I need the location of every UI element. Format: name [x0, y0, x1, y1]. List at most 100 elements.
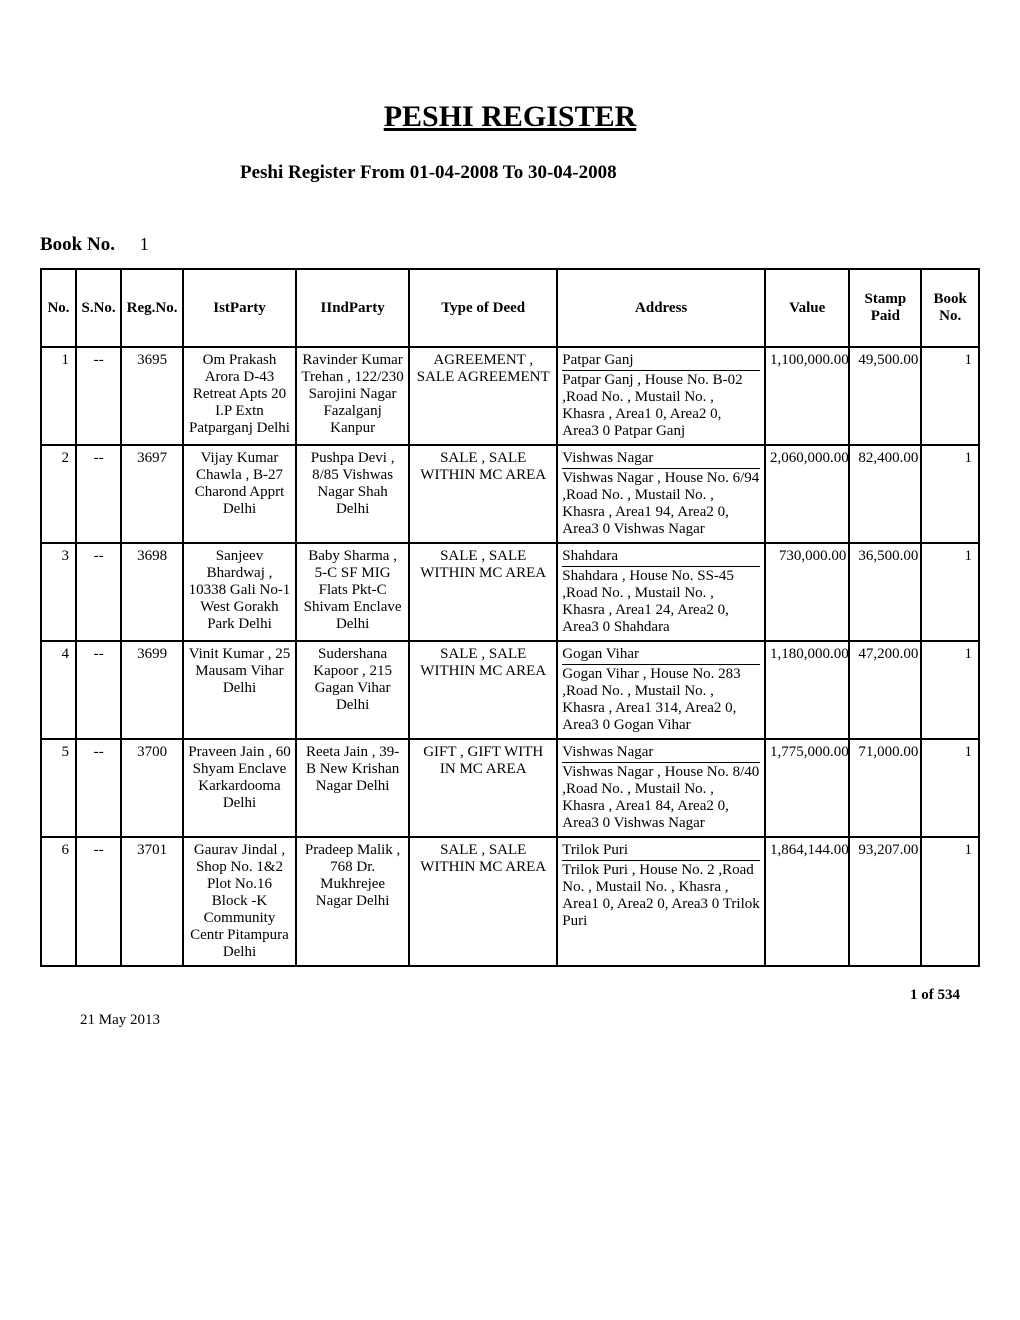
col-sno: S.No. — [76, 269, 121, 347]
cell-address: ShahdaraShahdara , House No. SS-45 ,Road… — [557, 543, 765, 641]
address-heading: Gogan Vihar — [562, 646, 760, 665]
cell-deed: SALE , SALE WITHIN MC AREA — [409, 641, 557, 739]
cell-party2: Pradeep Malik , 768 Dr. Mukhrejee Nagar … — [296, 837, 409, 966]
book-number-label: Book No. — [40, 234, 115, 256]
address-body: Vishwas Nagar , House No. 8/40 ,Road No.… — [562, 764, 759, 831]
cell-sno: -- — [76, 445, 121, 543]
print-date: 21 May 2013 — [80, 1012, 980, 1029]
cell-party1: Vijay Kumar Chawla , B-27 Charond Apprt … — [183, 445, 296, 543]
register-table: No. S.No. Reg.No. IstParty IIndParty Typ… — [40, 268, 980, 967]
address-heading: Patpar Ganj — [562, 352, 760, 371]
address-body: Patpar Ganj , House No. B-02 ,Road No. ,… — [562, 372, 742, 439]
col-regno: Reg.No. — [121, 269, 183, 347]
address-heading: Vishwas Nagar — [562, 744, 760, 763]
cell-address: Vishwas NagarVishwas Nagar , House No. 6… — [557, 445, 765, 543]
cell-stamp: 36,500.00 — [849, 543, 921, 641]
col-value: Value — [765, 269, 849, 347]
col-addr: Address — [557, 269, 765, 347]
cell-sno: -- — [76, 837, 121, 966]
cell-deed: SALE , SALE WITHIN MC AREA — [409, 445, 557, 543]
document-page: PESHI REGISTER Peshi Register From 01-04… — [0, 0, 1020, 1069]
page-counter: 1 of 534 — [40, 987, 980, 1004]
cell-party1: Vinit Kumar , 25 Mausam Vihar Delhi — [183, 641, 296, 739]
cell-deed: GIFT , GIFT WITH IN MC AREA — [409, 739, 557, 837]
col-no: No. — [41, 269, 76, 347]
col-p1: IstParty — [183, 269, 296, 347]
cell-address: Gogan ViharGogan Vihar , House No. 283 ,… — [557, 641, 765, 739]
cell-regno: 3700 — [121, 739, 183, 837]
cell-bookno: 1 — [921, 641, 979, 739]
address-heading: Shahdara — [562, 548, 760, 567]
cell-party2: Sudershana Kapoor , 215 Gagan Vihar Delh… — [296, 641, 409, 739]
cell-value: 1,864,144.00 — [765, 837, 849, 966]
page-title: PESHI REGISTER — [40, 100, 980, 134]
table-row: 1--3695Om Prakash Arora D-43 Retreat Apt… — [41, 347, 979, 445]
cell-stamp: 71,000.00 — [849, 739, 921, 837]
cell-regno: 3701 — [121, 837, 183, 966]
table-header-row: No. S.No. Reg.No. IstParty IIndParty Typ… — [41, 269, 979, 347]
cell-party1: Om Prakash Arora D-43 Retreat Apts 20 I.… — [183, 347, 296, 445]
cell-sno: -- — [76, 641, 121, 739]
book-number-value: 1 — [140, 234, 149, 255]
cell-party2: Baby Sharma , 5-C SF MIG Flats Pkt-C Shi… — [296, 543, 409, 641]
cell-deed: SALE , SALE WITHIN MC AREA — [409, 543, 557, 641]
cell-regno: 3697 — [121, 445, 183, 543]
cell-stamp: 47,200.00 — [849, 641, 921, 739]
table-row: 5--3700Praveen Jain , 60 Shyam Enclave K… — [41, 739, 979, 837]
cell-value: 1,775,000.00 — [765, 739, 849, 837]
cell-bookno: 1 — [921, 347, 979, 445]
cell-party2: Reeta Jain , 39-B New Krishan Nagar Delh… — [296, 739, 409, 837]
address-body: Trilok Puri , House No. 2 ,Road No. , Mu… — [562, 862, 759, 929]
cell-bookno: 1 — [921, 543, 979, 641]
cell-deed: SALE , SALE WITHIN MC AREA — [409, 837, 557, 966]
table-row: 2--3697Vijay Kumar Chawla , B-27 Charond… — [41, 445, 979, 543]
cell-address: Trilok PuriTrilok Puri , House No. 2 ,Ro… — [557, 837, 765, 966]
book-number-row: Book No. 1 — [40, 234, 980, 256]
cell-no: 4 — [41, 641, 76, 739]
cell-sno: -- — [76, 543, 121, 641]
cell-value: 1,100,000.00 — [765, 347, 849, 445]
col-deed: Type of Deed — [409, 269, 557, 347]
address-body: Shahdara , House No. SS-45 ,Road No. , M… — [562, 568, 734, 635]
cell-stamp: 93,207.00 — [849, 837, 921, 966]
cell-value: 1,180,000.00 — [765, 641, 849, 739]
page-footer: 1 of 534 21 May 2013 — [40, 987, 980, 1029]
cell-value: 730,000.00 — [765, 543, 849, 641]
address-body: Gogan Vihar , House No. 283 ,Road No. , … — [562, 666, 740, 733]
table-body: 1--3695Om Prakash Arora D-43 Retreat Apt… — [41, 347, 979, 966]
cell-sno: -- — [76, 347, 121, 445]
address-heading: Trilok Puri — [562, 842, 760, 861]
cell-no: 2 — [41, 445, 76, 543]
address-heading: Vishwas Nagar — [562, 450, 760, 469]
cell-sno: -- — [76, 739, 121, 837]
cell-party1: Gaurav Jindal , Shop No. 1&2 Plot No.16 … — [183, 837, 296, 966]
cell-value: 2,060,000.00 — [765, 445, 849, 543]
cell-party2: Ravinder Kumar Trehan , 122/230 Sarojini… — [296, 347, 409, 445]
table-row: 6--3701Gaurav Jindal , Shop No. 1&2 Plot… — [41, 837, 979, 966]
col-bookno: Book No. — [921, 269, 979, 347]
page-subtitle: Peshi Register From 01-04-2008 To 30-04-… — [240, 162, 980, 184]
cell-stamp: 82,400.00 — [849, 445, 921, 543]
address-body: Vishwas Nagar , House No. 6/94 ,Road No.… — [562, 470, 759, 537]
col-stamp: Stamp Paid — [849, 269, 921, 347]
cell-stamp: 49,500.00 — [849, 347, 921, 445]
cell-no: 3 — [41, 543, 76, 641]
cell-party1: Praveen Jain , 60 Shyam Enclave Karkardo… — [183, 739, 296, 837]
cell-address: Vishwas NagarVishwas Nagar , House No. 8… — [557, 739, 765, 837]
cell-deed: AGREEMENT , SALE AGREEMENT — [409, 347, 557, 445]
cell-bookno: 1 — [921, 837, 979, 966]
cell-no: 6 — [41, 837, 76, 966]
cell-regno: 3698 — [121, 543, 183, 641]
cell-party2: Pushpa Devi , 8/85 Vishwas Nagar Shah De… — [296, 445, 409, 543]
col-p2: IIndParty — [296, 269, 409, 347]
cell-regno: 3695 — [121, 347, 183, 445]
table-row: 4--3699Vinit Kumar , 25 Mausam Vihar Del… — [41, 641, 979, 739]
cell-no: 1 — [41, 347, 76, 445]
cell-bookno: 1 — [921, 739, 979, 837]
table-row: 3--3698Sanjeev Bhardwaj , 10338 Gali No-… — [41, 543, 979, 641]
cell-bookno: 1 — [921, 445, 979, 543]
cell-party1: Sanjeev Bhardwaj , 10338 Gali No-1 West … — [183, 543, 296, 641]
cell-no: 5 — [41, 739, 76, 837]
cell-regno: 3699 — [121, 641, 183, 739]
cell-address: Patpar GanjPatpar Ganj , House No. B-02 … — [557, 347, 765, 445]
